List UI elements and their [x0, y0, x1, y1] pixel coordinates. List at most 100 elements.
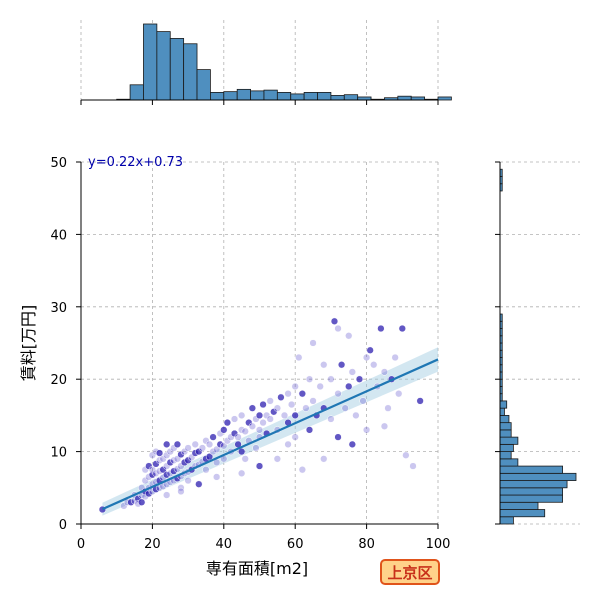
top-hist-bar [276, 92, 292, 101]
scatter-point [337, 361, 346, 369]
scatter-point [220, 442, 228, 450]
scatter-point [248, 404, 257, 412]
scatter-point [380, 368, 389, 376]
confidence-band [102, 347, 439, 516]
scatter-point [248, 422, 257, 430]
scatter-point [202, 466, 210, 474]
right-hist-bar [499, 465, 563, 474]
scatter-point [302, 404, 310, 412]
scatter-point [266, 415, 274, 423]
scatter-point [327, 375, 335, 383]
right-hist-bar [499, 487, 563, 496]
scatter-point [377, 324, 385, 333]
scatter-point [277, 393, 285, 401]
scatter-point [266, 397, 274, 405]
scatter-point [148, 471, 157, 479]
scatter-point [330, 317, 339, 325]
scatter-point [416, 397, 424, 405]
top-hist-bar [397, 95, 412, 101]
scatter-point [352, 411, 360, 420]
scatter-point [345, 332, 353, 340]
scatter-point [284, 390, 292, 398]
scatter-point [320, 361, 328, 369]
scatter-point [273, 455, 282, 463]
scatter-point [384, 404, 392, 412]
right-hist-bar [499, 422, 512, 431]
scatter-point [355, 375, 364, 383]
scatter-point [166, 458, 174, 467]
right-hist-bar [499, 501, 539, 510]
scatter-point [127, 498, 135, 506]
scatter-point [209, 433, 217, 441]
scatter-point [234, 433, 242, 441]
scatter-point [362, 426, 371, 434]
right-hist-bar [499, 400, 508, 409]
x-axis-title: 専有面積[m2] [206, 559, 308, 578]
scatter-point [341, 404, 349, 412]
scatter-point [348, 440, 356, 449]
scatter-point [284, 440, 292, 449]
top-hist-bar [250, 90, 265, 101]
top-hist-bar [156, 31, 171, 101]
scatter-point [173, 440, 182, 449]
scatter-point [380, 422, 389, 430]
district-badge: 上京区 [380, 559, 440, 585]
right-hist-bar [499, 414, 510, 424]
right-hist-bar [499, 451, 512, 460]
scatter-point [152, 469, 160, 477]
scatter-point [170, 456, 178, 464]
top-hist-bar [437, 96, 452, 101]
top-histogram [116, 23, 452, 101]
right-hist-bar [499, 429, 512, 438]
scatter-point [255, 462, 264, 470]
right-hist-bar [499, 472, 577, 481]
scatter-point [163, 471, 171, 479]
scatter-point [198, 444, 207, 452]
scatter-point [220, 426, 228, 434]
axes: 0 20 40 60 80 100 0 10 20 30 40 50 [50, 99, 501, 552]
scatter-point [273, 404, 282, 412]
x-tick-label: 0 [77, 537, 85, 552]
top-hist-bar [223, 91, 238, 101]
scatter-point [155, 456, 164, 464]
right-hist-bar [499, 516, 514, 525]
scatter-point [238, 426, 246, 434]
y-tick-label: 50 [50, 156, 67, 171]
scatter-point [305, 426, 314, 434]
scatter-point [213, 473, 221, 481]
scatter-point [295, 353, 303, 362]
scatter-point [280, 411, 289, 420]
x-tick-label: 20 [144, 537, 161, 552]
scatter-point [402, 451, 410, 459]
y-tick-label: 30 [50, 301, 67, 316]
scatter-point [255, 426, 264, 434]
scatter-point [213, 445, 221, 454]
scatter-point [209, 447, 217, 456]
scatter-point [309, 397, 317, 405]
regression-equation: y=0.22x+0.73 [88, 155, 183, 170]
top-hist-bar [169, 38, 185, 101]
top-hist-bar [263, 89, 278, 101]
right-hist-bar [499, 509, 546, 518]
scatter-point [163, 440, 171, 449]
scatter-point [238, 469, 246, 477]
x-tick-label: 60 [287, 537, 304, 552]
top-hist-bar [210, 92, 225, 101]
y-tick-label: 20 [50, 373, 67, 388]
y-tick-label: 0 [59, 518, 67, 533]
scatter-point [155, 449, 164, 457]
scatter-point [195, 480, 203, 488]
y-tick-label: 40 [50, 228, 67, 243]
y-axis-title: 賃料[万円] [19, 305, 38, 382]
x-tick-label: 80 [358, 537, 375, 552]
scatter-points [98, 317, 424, 514]
scatter-point [291, 411, 299, 420]
y-tick-label: 10 [50, 446, 67, 461]
scatter-point [398, 324, 406, 333]
scatter-point [334, 433, 342, 441]
scatter-point [305, 375, 314, 383]
top-hist-bar [290, 93, 305, 101]
top-hist-bar [129, 84, 144, 101]
scatter-point [395, 390, 403, 398]
